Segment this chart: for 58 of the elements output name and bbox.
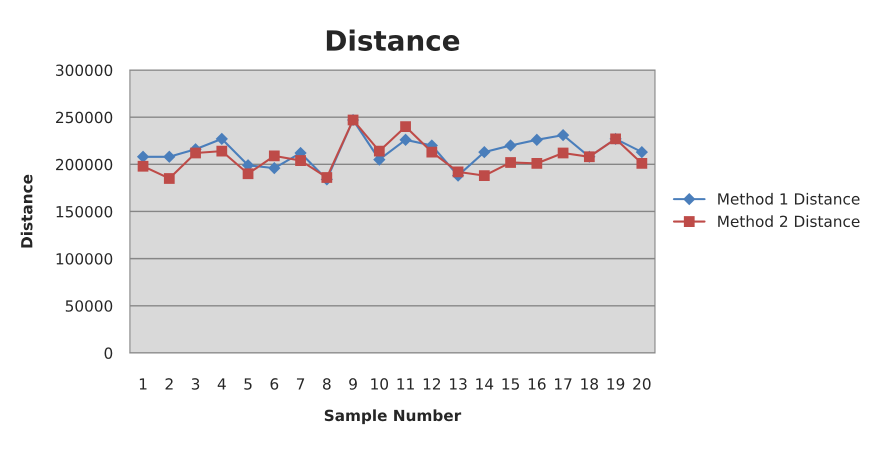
y-axis-title: Distance (20, 174, 33, 248)
point (268, 162, 280, 174)
x-tick-label: 10 (371, 378, 388, 390)
x-tick-label: 18 (581, 378, 598, 390)
x-tick-label: 5 (244, 378, 252, 390)
point (400, 134, 412, 146)
y-tick-label: 0 (104, 347, 112, 359)
x-tick-label: 7 (296, 378, 304, 390)
x-tick-label: 12 (424, 378, 440, 390)
point (636, 158, 648, 169)
x-tick-label: 2 (166, 378, 173, 390)
x-tick-label: 8 (322, 378, 331, 390)
x-tick-label: 4 (218, 378, 226, 390)
y-tick-label: 100000 (56, 253, 112, 265)
x-tick-label: 13 (450, 378, 467, 390)
point (531, 158, 542, 169)
x-tick-label: 15 (502, 378, 519, 390)
point (478, 146, 490, 158)
x-tick-label: 1 (140, 378, 146, 390)
y-tick-label: 250000 (56, 112, 112, 124)
x-tick-label: 17 (555, 378, 572, 390)
point (268, 150, 280, 162)
y-tick-label: 50000 (66, 300, 112, 312)
legend-label: Method 2 Distance (718, 215, 860, 228)
point (242, 168, 254, 180)
legend-label: Method 1 Distance (718, 192, 860, 205)
x-tick-label: 11 (398, 378, 414, 390)
point (374, 146, 385, 157)
y-tick-label: 300000 (56, 64, 112, 76)
chart-title: Distance (326, 29, 460, 51)
x-tick-label: 19 (608, 378, 624, 390)
point (452, 166, 464, 178)
x-axis-title: Sample Number (324, 409, 462, 424)
point (426, 146, 438, 158)
point (295, 155, 306, 166)
point (530, 134, 543, 146)
point (216, 132, 228, 145)
y-tick-label: 150000 (56, 206, 112, 218)
x-tick-label: 14 (476, 378, 494, 390)
point (504, 140, 517, 152)
point (216, 146, 228, 157)
point (636, 146, 648, 158)
x-tick-label: 6 (270, 378, 278, 390)
point (400, 121, 411, 132)
point (558, 148, 568, 158)
point (164, 173, 175, 184)
point (505, 157, 516, 168)
point (138, 160, 148, 172)
point (163, 150, 176, 163)
y-tick-label: 200000 (56, 158, 112, 170)
x-tick-label: 20 (633, 378, 651, 390)
x-tick-label: 9 (349, 378, 357, 390)
point (557, 129, 570, 142)
point (321, 172, 332, 183)
point (190, 148, 201, 158)
point (478, 170, 490, 182)
x-tick-label: 3 (192, 378, 200, 390)
x-tick-label: 16 (528, 378, 546, 390)
